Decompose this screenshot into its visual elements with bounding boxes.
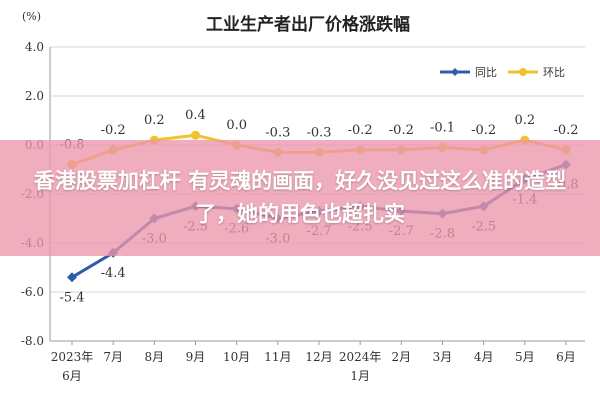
series-point — [191, 130, 200, 140]
x-tick-label: 12月 — [305, 350, 332, 364]
y-tick-label: -8.0 — [21, 334, 44, 348]
legend-marker — [519, 68, 527, 76]
data-label: 0.2 — [514, 113, 535, 128]
x-tick-label-line2: 1月 — [350, 369, 370, 383]
x-tick-label: 5月 — [515, 350, 535, 364]
chart-title: 工业生产者出厂价格涨跌幅 — [206, 14, 410, 35]
overlay-banner-text: 香港股票加杠杆 有灵魂的画面，好久没见过这么准的造型了，她的用色也超扎实 — [33, 169, 567, 226]
legend-marker — [451, 68, 459, 76]
x-tick-label: 8月 — [145, 350, 165, 364]
data-label: -0.1 — [430, 120, 455, 135]
x-tick-label: 2023年 — [51, 350, 94, 364]
data-label: 0.2 — [144, 113, 165, 128]
data-label: -0.2 — [553, 123, 578, 138]
data-label: 0.4 — [185, 108, 206, 123]
overlay-banner: 香港股票加杠杆 有灵魂的画面，好久没见过这么准的造型了，她的用色也超扎实 — [0, 140, 600, 256]
x-tick-label: 3月 — [433, 350, 453, 364]
legend-label: 同比 — [475, 66, 497, 79]
x-tick-label: 7月 — [103, 350, 123, 364]
legend: 同比 环比 — [440, 66, 565, 79]
y-tick-label: -6.0 — [21, 285, 44, 299]
y-axis-unit: (%) — [22, 10, 41, 23]
y-tick-label: 2.0 — [25, 89, 44, 103]
x-tick-labels: 2023年 6月 7月 8月 9月 10月 11月 12月 2024年 1月 2月 3月 4月 5月 6月 — [51, 350, 576, 383]
series-point — [67, 272, 77, 283]
x-tick-label-line2: 6月 — [62, 369, 82, 383]
x-tick-label: 9月 — [186, 350, 206, 364]
x-tick-label: 4月 — [474, 350, 494, 364]
x-tick-label: 10月 — [223, 350, 250, 364]
data-label: -0.3 — [265, 125, 290, 140]
y-tick-label: 4.0 — [25, 40, 44, 54]
data-label: -0.2 — [101, 123, 126, 138]
data-label: -0.2 — [389, 123, 414, 138]
data-label: -4.4 — [101, 266, 126, 281]
data-label: -0.3 — [306, 125, 331, 140]
x-tick-label: 2月 — [392, 350, 412, 364]
data-label: -0.2 — [471, 123, 496, 138]
data-label: -0.2 — [348, 123, 373, 138]
legend-label: 环比 — [543, 66, 565, 79]
x-tick-label: 6月 — [556, 350, 576, 364]
data-label: -5.4 — [59, 290, 84, 305]
data-label: 0.0 — [226, 118, 247, 133]
x-tick-label: 2024年 — [339, 350, 382, 364]
x-tick-label: 11月 — [264, 350, 291, 364]
